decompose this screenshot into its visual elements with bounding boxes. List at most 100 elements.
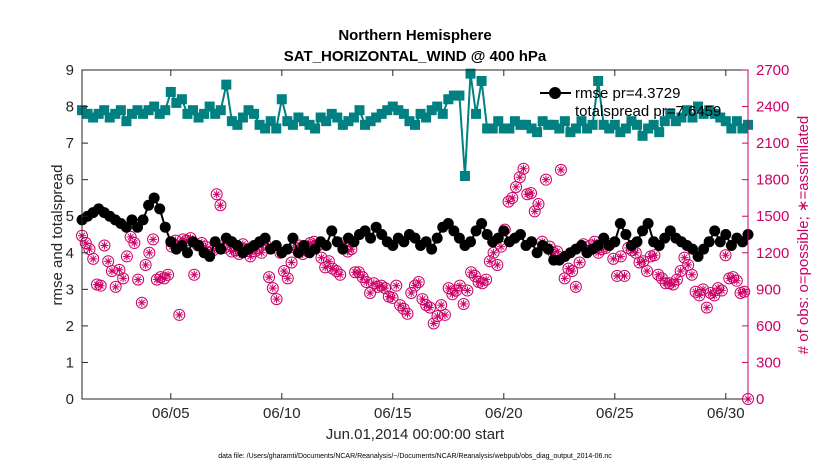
y-left-tick-label: 4 [66, 245, 74, 262]
totalspread-point [132, 105, 143, 116]
possible-obs-point [285, 256, 298, 269]
possible-obs-point [113, 263, 126, 276]
assimilated-obs-point [392, 281, 401, 290]
assimilated-obs-point [354, 268, 363, 277]
totalspread-point [693, 101, 704, 112]
assimilated-obs-point [631, 248, 640, 257]
totalspread-point [593, 75, 604, 86]
totalspread-point [659, 116, 670, 127]
possible-obs-point [652, 268, 665, 281]
assimilated-obs-point [459, 299, 468, 308]
totalspread-point [365, 116, 376, 127]
totalspread-point [182, 108, 193, 119]
assimilated-obs-point [497, 242, 506, 251]
totalspread-point [576, 116, 587, 127]
y-left-tick-label: 3 [66, 281, 74, 298]
rmse-point [476, 218, 488, 230]
totalspread-point [670, 116, 681, 127]
totalspread-point [598, 119, 609, 130]
totalspread-point [210, 108, 221, 119]
assimilated-obs-point [89, 254, 98, 263]
y-left-tick-label: 9 [66, 62, 74, 79]
assimilated-obs-point [433, 312, 442, 321]
possible-obs-point [468, 269, 481, 282]
assimilated-obs-point [526, 189, 535, 198]
possible-obs-point [360, 276, 373, 289]
possible-obs-point [214, 199, 227, 212]
possible-obs-point [319, 261, 332, 274]
assimilated-obs-point [699, 285, 708, 294]
possible-obs-point [427, 317, 440, 330]
rmse-point [365, 232, 377, 244]
obs-count-series [76, 162, 754, 405]
totalspread-point [226, 116, 237, 127]
totalspread-point [432, 101, 443, 112]
possible-obs-point [120, 250, 133, 263]
assimilated-obs-point [575, 258, 584, 267]
possible-obs-point [506, 191, 519, 204]
assimilated-obs-point [515, 173, 524, 182]
assimilated-obs-point [212, 190, 221, 199]
totalspread-point [115, 105, 126, 116]
possible-obs-point [266, 282, 279, 295]
rmse-point [259, 232, 271, 244]
possible-obs-point [678, 251, 691, 264]
possible-obs-point [270, 293, 283, 306]
assimilated-obs-point [444, 284, 453, 293]
totalspread-point [509, 116, 520, 127]
assimilated-obs-point [104, 257, 113, 266]
y-axis-label-left: rmse and totalspread [49, 165, 66, 306]
totalspread-point [448, 90, 459, 101]
x-tick-label: 06/05 [152, 405, 190, 422]
totalspread-point [521, 119, 531, 130]
totalspread-point [221, 79, 232, 90]
assimilated-obs-point [687, 270, 696, 279]
possible-obs-point [109, 280, 122, 293]
assimilated-obs-point [508, 193, 517, 202]
assimilated-obs-point [257, 248, 266, 257]
possible-obs-point [79, 237, 92, 250]
totalspread-point [704, 105, 715, 116]
chart-title-line-2: SAT_HORIZONTAL_WIND @ 400 hPa [284, 48, 547, 65]
assimilated-obs-point [268, 284, 277, 293]
totalspread-point [565, 127, 576, 138]
assimilated-obs-point [665, 279, 674, 288]
totalspread-point [665, 108, 676, 119]
totalspread-point [154, 108, 165, 119]
totalspread-point [304, 119, 315, 130]
totalspread-point [715, 112, 726, 123]
possible-obs-point [431, 310, 444, 323]
assimilated-obs-point [680, 253, 689, 262]
assimilated-obs-point [493, 260, 502, 269]
assimilated-obs-point [485, 257, 494, 266]
totalspread-point [138, 108, 149, 119]
possible-obs-point [117, 272, 130, 285]
possible-obs-point [457, 297, 470, 310]
totalspread-point [537, 116, 548, 127]
totalspread-point [215, 105, 226, 116]
totalspread-point [515, 119, 526, 130]
totalspread-point [93, 108, 104, 119]
assimilated-obs-point [429, 319, 438, 328]
assimilated-obs-point [122, 252, 131, 261]
assimilated-obs-point [81, 239, 90, 248]
assimilated-obs-point [463, 286, 472, 295]
assimilated-obs-point [358, 273, 367, 282]
totalspread-point [620, 123, 631, 134]
assimilated-obs-point [134, 275, 143, 284]
totalspread-point [604, 123, 615, 134]
assimilated-obs-point [321, 263, 330, 272]
y-left-tick-label: 7 [66, 135, 74, 152]
rmse-point [709, 225, 721, 237]
rmse-point [137, 214, 149, 226]
assimilated-obs-point [541, 175, 550, 184]
x-axis-label: Jun.01,2014 00:00:00 start [326, 426, 505, 443]
legend-rmse-marker [549, 87, 561, 99]
totalspread-point [726, 123, 737, 134]
totalspread-point [299, 116, 309, 127]
assimilated-obs-point [553, 247, 562, 256]
totalspread-point [421, 112, 432, 123]
totalspread-point [276, 94, 287, 105]
assimilated-obs-point [216, 201, 225, 210]
assimilated-obs-point [609, 254, 618, 263]
